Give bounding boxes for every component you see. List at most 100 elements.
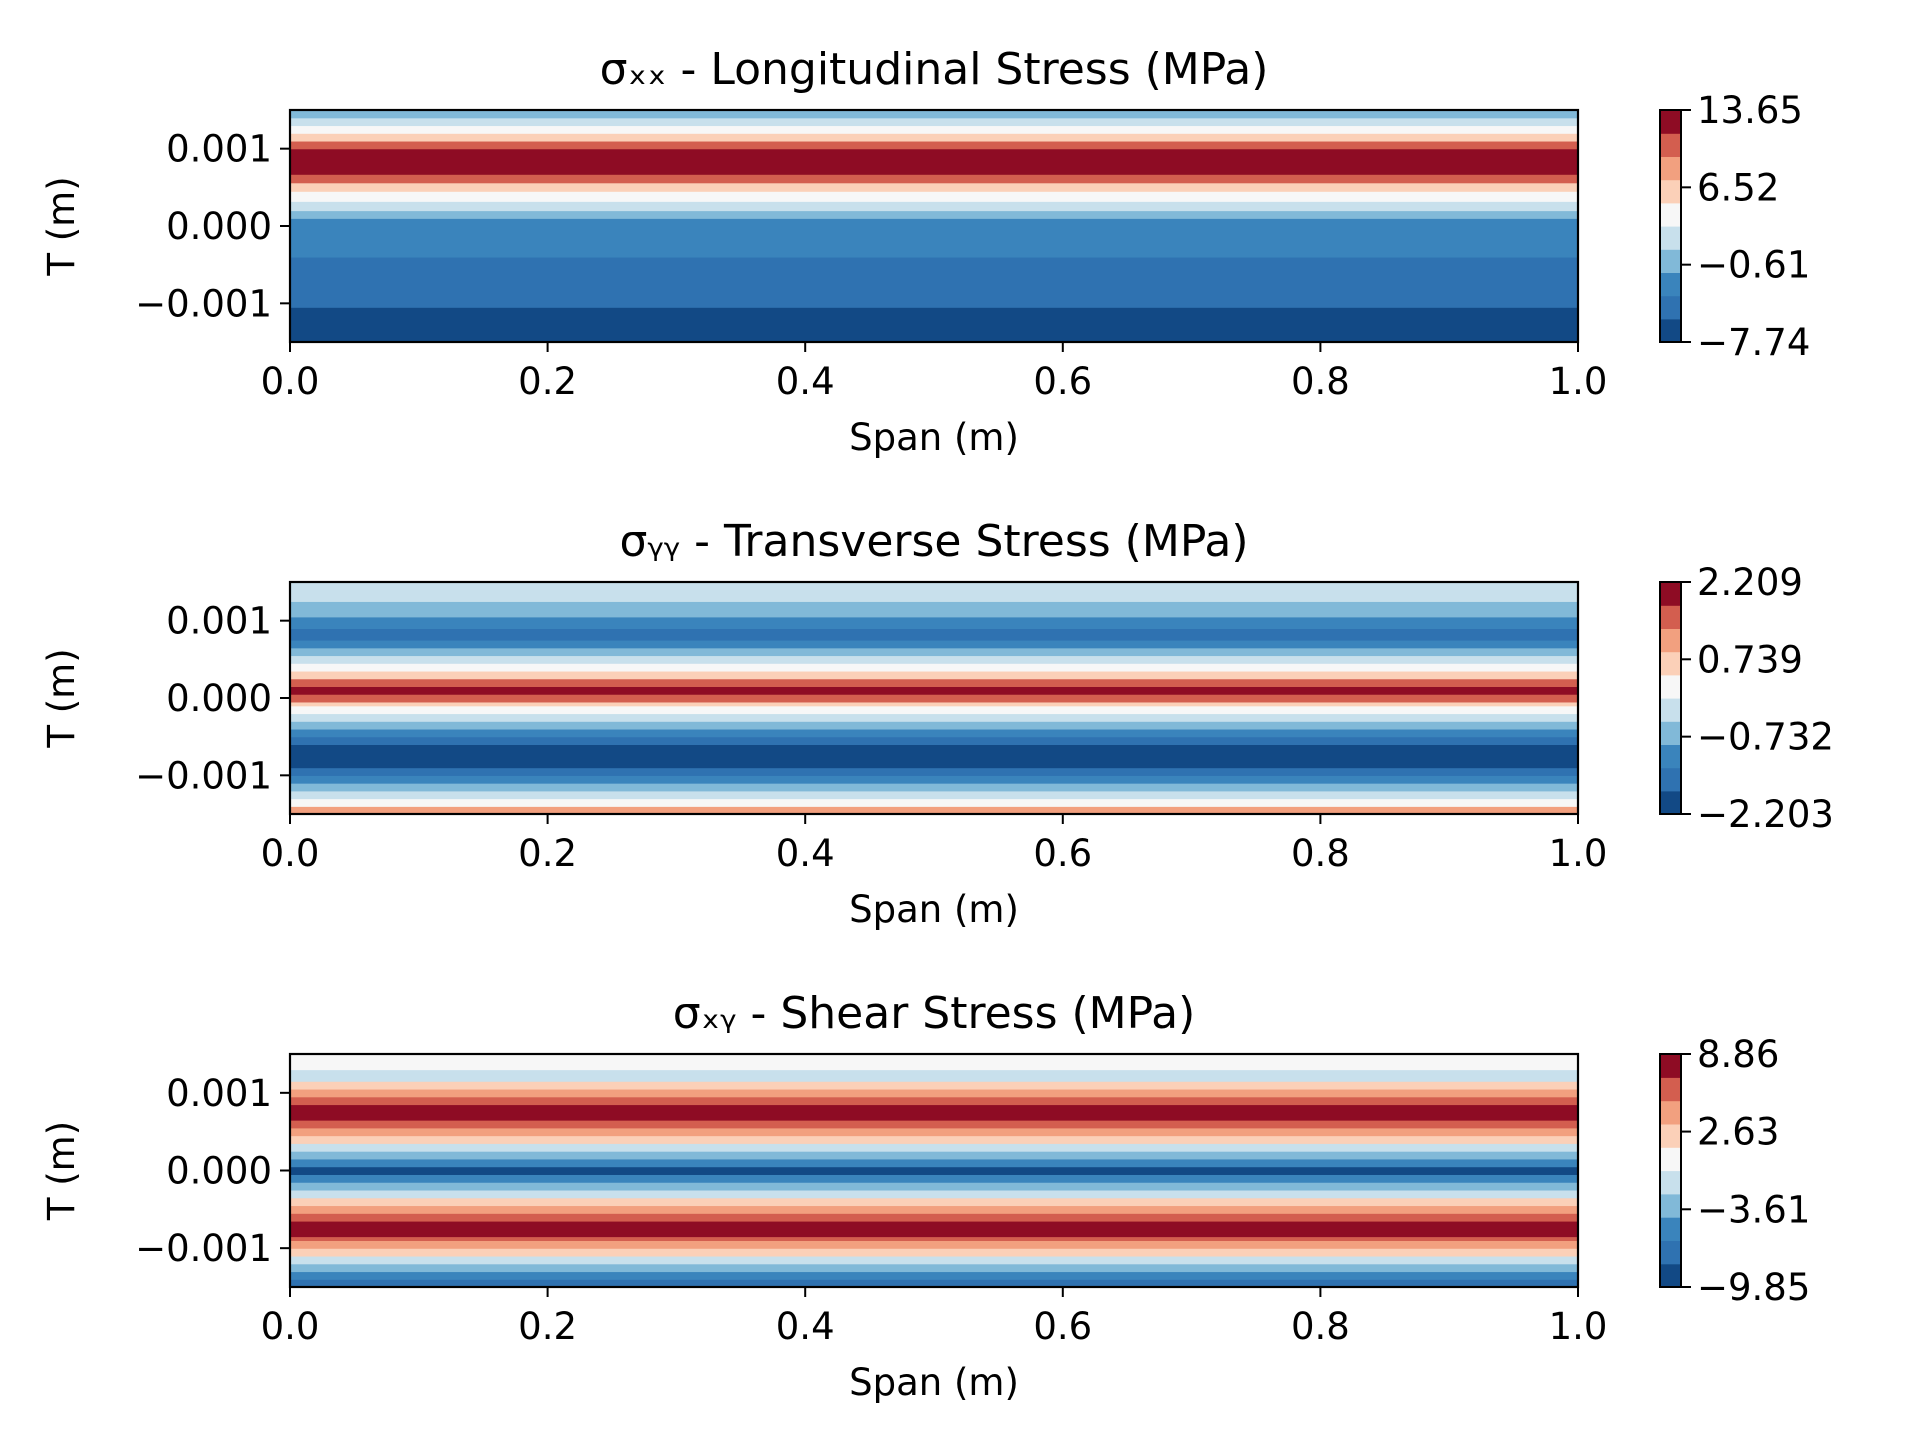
y-tick-label: 0.001: [166, 1072, 272, 1115]
y-axis-label: T (m): [40, 648, 83, 748]
contour-band: [290, 148, 1578, 175]
contour-band: [290, 140, 1578, 150]
colorbar: 8.86 2.63 −3.61 −9.85: [1659, 1033, 1810, 1309]
x-axis-label: Span (m): [849, 416, 1019, 459]
x-tick-label: 0.8: [1291, 832, 1350, 875]
stress-panel-2: σᵧᵧ - Transverse Stress (MPa) 0.0 0.2 0.4 0.…: [40, 516, 1834, 931]
x-tick-label: 1.0: [1549, 832, 1608, 875]
colorbar-swatch: [1660, 698, 1681, 722]
contour-band: [290, 736, 1578, 745]
contour-band: [290, 256, 1578, 308]
colorbar-swatch: [1660, 674, 1681, 699]
contour-band: [290, 1151, 1578, 1160]
contour-band: [290, 1135, 1578, 1144]
colorbar-swatch: [1660, 249, 1681, 273]
colorbar-swatch: [1660, 1263, 1681, 1288]
x-tick-label: 1.0: [1549, 1305, 1608, 1348]
panel-title: σₓₓ - Longitudinal Stress (MPa): [600, 44, 1269, 95]
contour-band: [290, 1182, 1578, 1191]
contour-band: [290, 686, 1578, 695]
colorbar-swatch: [1660, 790, 1681, 815]
contour-band: [290, 1143, 1578, 1152]
contour-band: [290, 1197, 1578, 1207]
contour-band: [290, 307, 1578, 343]
x-axis-label: Span (m): [849, 1361, 1019, 1404]
contour-band: [290, 1205, 1578, 1214]
contour-band: [290, 1158, 1578, 1168]
stress-panel-3: σₓᵧ - Shear Stress (MPa) 0.0 0.2 0.4 0.6 0.8 1…: [40, 988, 1810, 1404]
x-tick-label: 0.0: [261, 832, 320, 875]
colorbar-swatch: [1660, 202, 1681, 227]
y-tick-label: 0.000: [166, 1150, 272, 1193]
y-tick-label: −0.001: [135, 754, 272, 797]
colorbar-swatch: [1660, 226, 1681, 250]
contour-band: [290, 601, 1578, 618]
contour-band: [290, 1104, 1578, 1121]
contour-band: [290, 582, 1578, 602]
contour-band: [290, 783, 1578, 792]
colorbar-swatch: [1660, 582, 1681, 606]
colorbar-swatch: [1660, 605, 1681, 629]
y-tick-label: 0.000: [166, 677, 272, 720]
colorbar-tick-label: −7.74: [1697, 321, 1810, 364]
colorbar-swatch: [1660, 1217, 1681, 1241]
contour-band: [290, 125, 1578, 134]
contour-band: [290, 798, 1578, 807]
contour-band: [290, 133, 1578, 142]
x-tick-label: 0.4: [776, 360, 835, 403]
contour-band: [290, 705, 1578, 715]
colorbar-tick-label: 0.739: [1697, 638, 1803, 681]
x-tick-label: 0.0: [261, 360, 320, 403]
contour-band: [290, 117, 1578, 127]
contour-band: [290, 790, 1578, 800]
contour-band: [290, 767, 1578, 776]
colorbar-swatch: [1660, 651, 1681, 676]
contour-band: [290, 1120, 1578, 1129]
contour-band: [290, 1255, 1578, 1265]
contour-band: [290, 191, 1578, 202]
colorbar-swatch: [1660, 1077, 1681, 1102]
contour-band: [290, 694, 1578, 703]
contour-band: [290, 1189, 1578, 1199]
contour-band: [290, 1236, 1578, 1241]
colorbar-swatch: [1660, 156, 1681, 181]
contour-band: [290, 1166, 1578, 1175]
colorbar-swatch: [1660, 1170, 1681, 1195]
contour-band: [290, 110, 1578, 119]
panel-title: σᵧᵧ - Transverse Stress (MPa): [620, 516, 1249, 567]
colorbar-swatch: [1660, 179, 1681, 204]
contour-band: [290, 713, 1578, 722]
colorbar-tick-label: 2.209: [1697, 561, 1803, 604]
colorbar-swatch: [1660, 110, 1681, 134]
colorbar-swatch: [1660, 744, 1681, 769]
x-tick-label: 0.6: [1033, 1305, 1092, 1348]
contour-band: [290, 670, 1578, 680]
contour-band: [290, 1271, 1578, 1280]
colorbar-frame: [1659, 1053, 1682, 1288]
x-tick-label: 0.0: [261, 1305, 320, 1348]
colorbar-swatch: [1660, 1100, 1681, 1125]
colorbar-swatch: [1660, 318, 1681, 343]
x-tick-label: 1.0: [1549, 360, 1608, 403]
contour-band: [290, 1054, 1578, 1071]
colorbar-swatch: [1660, 1193, 1681, 1218]
colorbar-swatch: [1660, 628, 1681, 653]
colorbar-swatch: [1660, 1054, 1681, 1078]
contour-band: [290, 1248, 1578, 1257]
contour-band: [290, 1213, 1578, 1222]
contour-band: [290, 663, 1578, 672]
colorbar: 2.209 0.739 −0.732 −2.203: [1659, 561, 1834, 836]
x-tick-label: 0.2: [518, 832, 577, 875]
contour-band: [290, 1081, 1578, 1090]
colorbar-swatch: [1660, 1123, 1681, 1148]
colorbar-tick-label: −2.203: [1697, 793, 1834, 836]
x-tick-label: 0.2: [518, 1305, 577, 1348]
y-axis-label: T (m): [40, 1121, 83, 1221]
contour-band: [290, 616, 1578, 629]
colorbar-tick-label: −3.61: [1697, 1188, 1810, 1231]
colorbar-tick-label: −0.61: [1697, 244, 1810, 287]
contour-band: [290, 1240, 1578, 1249]
contour-band: [290, 640, 1578, 649]
colorbar-tick-label: −9.85: [1697, 1266, 1810, 1309]
